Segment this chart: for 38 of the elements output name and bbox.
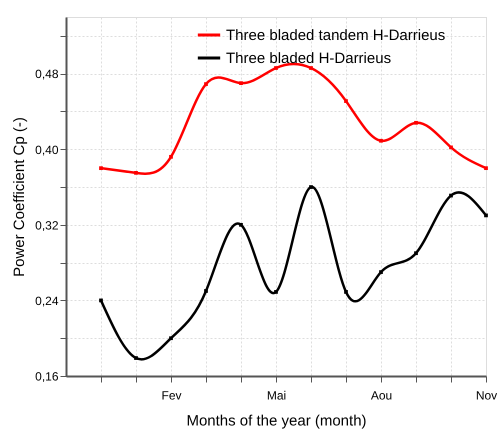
y-tick-label: 0,40 [35, 142, 59, 157]
legend-label: Three bladed tandem H-Darrieus [226, 27, 446, 44]
x-tick-label: Fev [161, 388, 182, 402]
point [204, 289, 208, 293]
point [134, 356, 138, 360]
y-axis-title: Power Coefficient Cp (-) [11, 117, 28, 277]
point [274, 66, 278, 70]
point [99, 298, 103, 302]
legend-label: Three bladed H-Darrieus [226, 50, 392, 67]
point [344, 99, 348, 103]
line-series [99, 185, 488, 360]
point [239, 222, 243, 227]
point [414, 251, 418, 256]
point [239, 81, 243, 86]
y-tick-label: 0,32 [35, 218, 59, 232]
x-tick-label: Aou [370, 388, 392, 402]
point [449, 194, 453, 198]
point [169, 154, 173, 159]
point [484, 214, 488, 218]
point [379, 270, 383, 274]
point [169, 336, 173, 340]
point [379, 138, 383, 143]
point [99, 166, 103, 170]
point [344, 290, 348, 294]
point [204, 82, 208, 86]
point [274, 290, 278, 294]
point [134, 171, 138, 175]
point [414, 120, 418, 125]
point [449, 146, 453, 150]
x-axis-title: Months of the year (month) [186, 412, 367, 430]
y-tick-label: 0,24 [35, 294, 59, 308]
y-tick-label: 0,48 [35, 67, 59, 82]
point [309, 66, 313, 70]
x-tick-label: Nov [476, 388, 498, 402]
point [484, 166, 488, 170]
point [309, 185, 313, 189]
y-tick-label: 0,16 [35, 370, 59, 384]
x-tick-label: Mai [266, 388, 286, 402]
